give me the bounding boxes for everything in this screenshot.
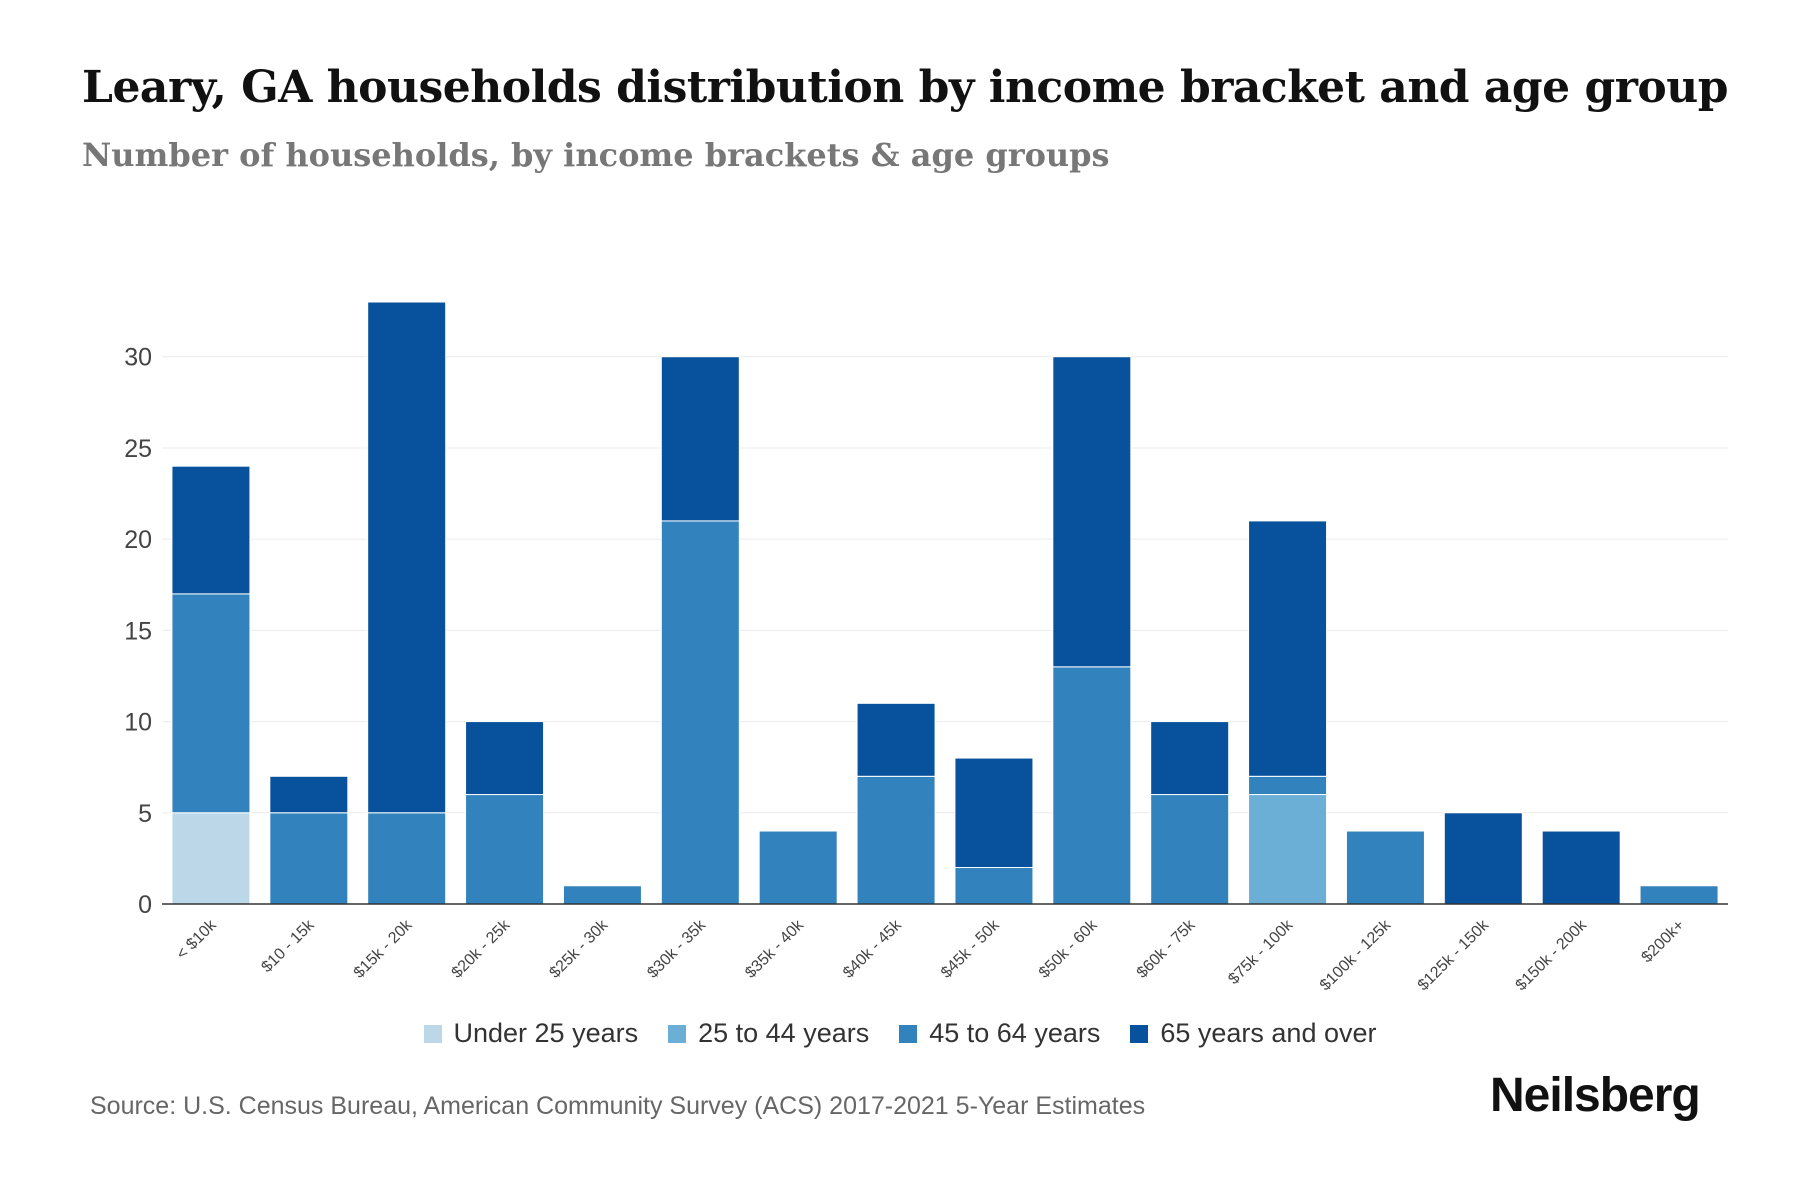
legend-swatch-25-to-44 [668,1024,687,1043]
source-note: Source: U.S. Census Bureau, American Com… [90,1092,1146,1120]
x-tick-label: < $10k [173,916,220,963]
bar-segment [171,812,251,905]
bar-segment [954,867,1034,905]
bar-segment [1541,830,1621,905]
x-tick-label: $125k - 150k [1415,916,1493,994]
legend-swatch-45-to-64 [899,1024,918,1043]
x-tick-label: $25k - 30k [546,916,612,982]
y-tick-label: 20 [124,526,152,554]
bar-segment [1345,830,1425,905]
legend-label-65-and-over: 65 years and over [1160,1018,1377,1048]
x-tick-label: $15k - 20k [351,916,417,982]
legend-swatch-65-and-over [1130,1024,1149,1043]
x-tick-label: $35k - 40k [742,916,808,982]
bar-segment [171,465,251,595]
bar-segment [758,830,838,905]
bar-segment [269,812,349,905]
legend-label-25-to-44: 25 to 44 years [698,1018,870,1048]
chart-title: Leary, GA households distribution by inc… [82,62,1729,113]
bar-segment [562,885,642,905]
legend-item-under-25: Under 25 years [423,1018,639,1049]
x-tick-label: $75k - 100k [1225,916,1297,988]
bar-segment [367,301,447,814]
x-tick-label: $20k - 25k [449,916,515,982]
bar-segment [1248,794,1328,905]
chart-legend: Under 25 years 25 to 44 years 45 to 64 y… [0,1018,1800,1049]
legend-item-45-to-64: 45 to 64 years [899,1018,1100,1049]
x-tick-label: $30k - 35k [644,916,710,982]
legend-label-under-25: Under 25 years [453,1018,639,1048]
bar-segment [465,794,545,905]
bar-segment [660,356,740,522]
x-tick-label: $60k - 75k [1134,916,1200,982]
bar-segment [171,593,251,814]
x-tick-label: $100k - 125k [1317,916,1395,994]
bar-segment [1052,356,1132,668]
y-tick-label: 5 [138,800,152,828]
x-tick-label: $150k - 200k [1513,916,1591,994]
bar-segment [1248,520,1328,777]
bar-segment [269,775,349,814]
x-tick-label: $45k - 50k [938,916,1004,982]
x-tick-label: $50k - 60k [1036,916,1102,982]
bar-segment [1150,794,1230,905]
bar-segment [856,775,936,905]
bar-segment [1443,812,1523,905]
y-tick-label: 30 [124,344,152,372]
y-tick-label: 10 [124,709,152,737]
bar-segment [1052,666,1132,905]
bar-segment [856,702,936,777]
y-tick-label: 25 [124,435,152,463]
legend-item-65-and-over: 65 years and over [1130,1018,1377,1049]
x-tick-label: $40k - 45k [840,916,906,982]
legend-label-45-to-64: 45 to 64 years [929,1018,1101,1048]
bar-segment [954,757,1034,869]
bar-segment [1248,775,1328,796]
legend-swatch-under-25 [423,1024,442,1043]
y-tick-label: 0 [138,891,152,919]
bar-segment [367,812,447,905]
bar-segment [1150,721,1230,796]
x-tick-label: $200k+ [1638,917,1687,966]
chart-subtitle: Number of households, by income brackets… [82,136,1110,174]
x-tick-label: $10 - 15k [258,916,318,976]
brand-logo: Neilsberg [1490,1069,1701,1122]
bar-segment [660,520,740,905]
bar-segment [465,721,545,796]
y-tick-label: 15 [124,617,152,645]
stacked-bar-chart: 0 5 10 15 20 25 30 < $10k $10 - 15k $15k - 20k $20… [124,301,1728,994]
legend-item-25-to-44: 25 to 44 years [668,1018,869,1049]
bar-segment [1639,885,1719,905]
